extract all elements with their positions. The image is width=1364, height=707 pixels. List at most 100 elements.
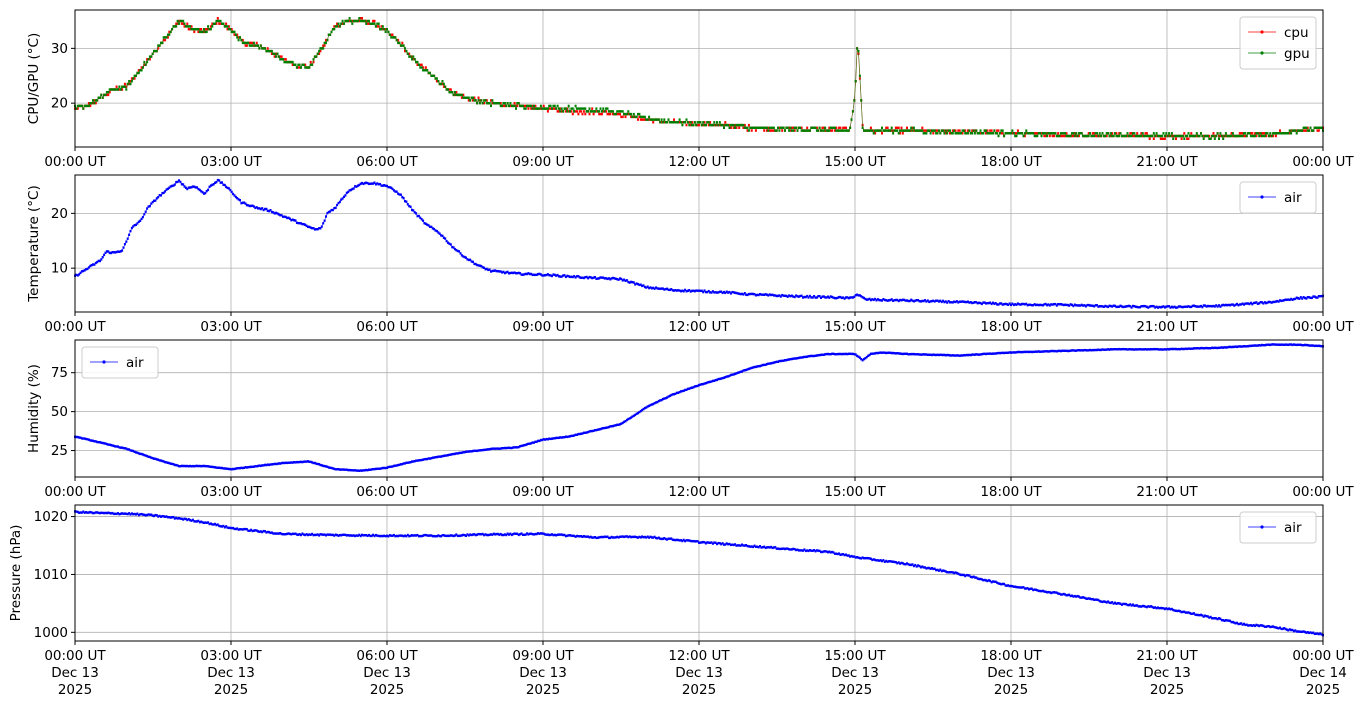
data-point	[609, 536, 612, 540]
data-point	[1143, 134, 1146, 138]
data-point	[624, 112, 627, 116]
data-point	[951, 571, 954, 574]
data-point	[190, 28, 193, 31]
data-point	[695, 540, 698, 543]
data-point	[480, 533, 483, 536]
data-point	[972, 129, 975, 132]
data-point	[463, 255, 466, 259]
data-point	[818, 353, 821, 357]
data-point	[431, 535, 434, 538]
data-point	[779, 547, 782, 551]
data-point	[620, 422, 623, 425]
data-point	[312, 461, 315, 465]
data-point	[799, 126, 802, 129]
data-point	[1072, 595, 1075, 598]
data-point	[1029, 587, 1032, 590]
data-point	[488, 102, 491, 105]
data-point	[1057, 303, 1060, 306]
data-point	[140, 66, 143, 69]
data-point	[208, 28, 211, 31]
data-point	[760, 126, 763, 129]
data-point	[1029, 350, 1032, 353]
data-point	[383, 184, 386, 187]
data-point	[1123, 305, 1126, 308]
data-point	[1316, 632, 1319, 635]
data-point	[863, 557, 865, 560]
data-point	[141, 453, 144, 456]
data-point	[103, 93, 106, 97]
data-point	[490, 447, 492, 451]
data-point	[309, 460, 312, 464]
data-point	[189, 28, 192, 31]
data-point	[1108, 304, 1111, 307]
data-point	[157, 44, 160, 47]
data-point	[656, 118, 659, 121]
data-point	[825, 550, 828, 553]
data-point	[1111, 348, 1114, 351]
data-point	[539, 438, 542, 442]
data-point	[936, 568, 939, 572]
data-point	[767, 546, 770, 549]
data-point	[419, 534, 422, 538]
data-point	[230, 30, 233, 34]
data-point	[717, 377, 720, 381]
data-point	[928, 566, 931, 570]
data-point	[520, 104, 523, 108]
data-point	[1191, 612, 1194, 615]
data-point	[810, 296, 813, 299]
data-point	[674, 538, 677, 542]
data-point	[458, 534, 461, 538]
data-point	[1320, 126, 1323, 129]
data-point	[115, 85, 118, 88]
data-point	[545, 437, 548, 441]
data-point	[784, 547, 786, 551]
data-point	[99, 441, 101, 444]
data-point	[434, 456, 437, 459]
data-point	[420, 63, 423, 66]
data-point	[1033, 132, 1036, 135]
data-point	[1120, 603, 1123, 606]
data-point	[503, 271, 506, 275]
data-point	[731, 373, 734, 376]
data-point	[949, 354, 951, 357]
data-point	[864, 129, 867, 132]
data-point	[933, 353, 936, 357]
data-point	[287, 461, 290, 464]
data-point	[774, 361, 777, 364]
data-point	[222, 467, 225, 470]
data-point	[1285, 298, 1288, 301]
data-point	[528, 272, 531, 276]
data-point	[949, 129, 951, 132]
data-point	[214, 22, 217, 25]
data-point	[424, 66, 427, 69]
data-point	[115, 512, 118, 516]
data-point	[148, 513, 151, 516]
data-point	[1272, 134, 1275, 138]
data-point	[889, 351, 892, 354]
data-point	[264, 47, 266, 50]
data-point	[503, 102, 506, 105]
data-point	[257, 44, 259, 47]
data-point	[969, 575, 972, 579]
data-point	[857, 556, 860, 559]
data-point	[284, 215, 287, 219]
data-point	[1297, 129, 1299, 132]
data-point	[1159, 134, 1162, 138]
data-point	[341, 22, 344, 25]
data-point	[910, 352, 913, 356]
data-point	[460, 93, 463, 97]
data-point	[771, 361, 774, 365]
data-point	[1015, 585, 1018, 589]
data-point	[721, 376, 724, 380]
data-point	[652, 286, 655, 290]
data-point	[691, 121, 694, 124]
data-point	[951, 354, 954, 357]
data-point	[1051, 303, 1054, 306]
data-point	[193, 520, 196, 523]
data-point	[1084, 597, 1087, 600]
data-point	[363, 182, 366, 185]
data-point	[660, 118, 663, 121]
data-point	[765, 546, 768, 549]
data-point	[788, 358, 791, 361]
data-point	[824, 550, 827, 553]
